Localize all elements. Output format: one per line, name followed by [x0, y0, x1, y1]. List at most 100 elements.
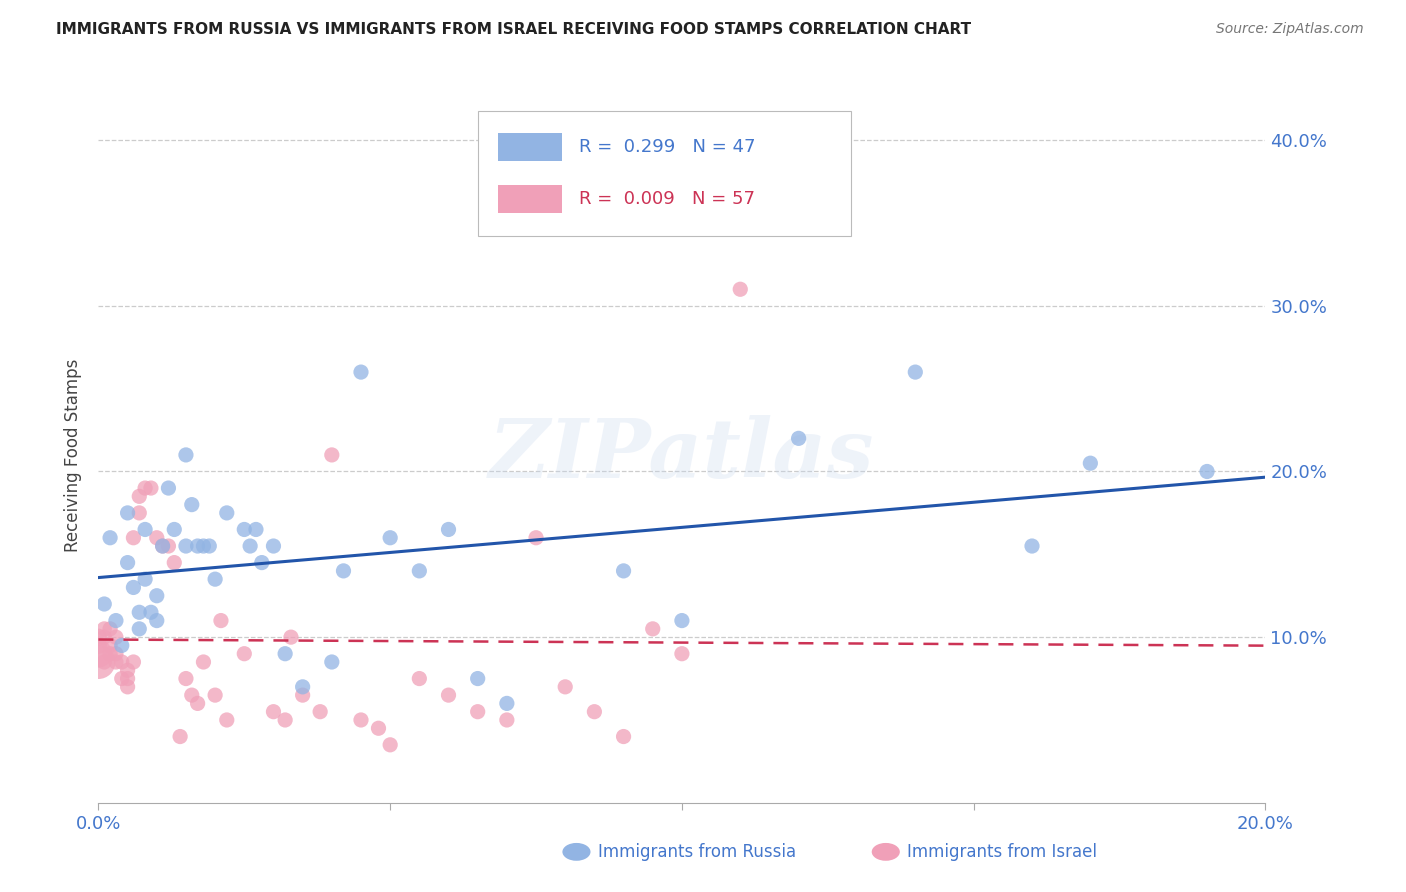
Point	[87, 630, 110, 644]
Text: Immigrants from Russia: Immigrants from Russia	[598, 843, 796, 861]
Point	[378, 531, 402, 545]
Point	[93, 622, 115, 636]
Point	[146, 589, 169, 603]
Point	[193, 655, 215, 669]
Text: Immigrants from Israel: Immigrants from Israel	[907, 843, 1097, 861]
Point	[87, 647, 110, 661]
Point	[128, 506, 150, 520]
Point	[87, 639, 110, 653]
Point	[174, 448, 197, 462]
Point	[437, 523, 460, 537]
Point	[215, 506, 238, 520]
Point	[139, 605, 162, 619]
Point	[163, 523, 186, 537]
Point	[104, 614, 127, 628]
Bar	[498, 186, 562, 213]
Point	[467, 705, 489, 719]
Point	[98, 622, 121, 636]
Point	[1195, 465, 1218, 479]
Point	[98, 647, 121, 661]
Point	[671, 614, 693, 628]
Point	[104, 630, 127, 644]
Point	[904, 365, 927, 379]
Point	[209, 614, 232, 628]
Point	[204, 688, 226, 702]
Point	[787, 431, 810, 445]
Point	[146, 531, 169, 545]
Point	[239, 539, 262, 553]
Point	[280, 630, 302, 644]
Point	[612, 730, 634, 744]
Text: R =  0.299   N = 47: R = 0.299 N = 47	[579, 138, 755, 156]
Point	[274, 647, 297, 661]
Point	[291, 680, 314, 694]
Point	[169, 730, 191, 744]
Point	[111, 639, 134, 653]
Point	[350, 365, 373, 379]
Point	[111, 655, 134, 669]
Point	[495, 697, 517, 711]
Text: IMMIGRANTS FROM RUSSIA VS IMMIGRANTS FROM ISRAEL RECEIVING FOOD STAMPS CORRELATI: IMMIGRANTS FROM RUSSIA VS IMMIGRANTS FRO…	[56, 22, 972, 37]
Point	[671, 647, 693, 661]
Point	[128, 622, 150, 636]
Point	[350, 713, 373, 727]
Point	[612, 564, 634, 578]
Point	[180, 688, 202, 702]
Point	[134, 481, 156, 495]
Point	[93, 655, 115, 669]
Point	[117, 506, 139, 520]
Point	[117, 663, 139, 677]
Point	[146, 614, 169, 628]
Point	[117, 556, 139, 570]
Text: ZIPatlas: ZIPatlas	[489, 415, 875, 495]
Text: R =  0.009   N = 57: R = 0.009 N = 57	[579, 190, 755, 208]
Point	[262, 705, 284, 719]
Point	[641, 622, 664, 636]
Point	[93, 597, 115, 611]
Point	[437, 688, 460, 702]
Point	[122, 531, 145, 545]
Point	[233, 647, 256, 661]
Point	[233, 523, 256, 537]
Point	[332, 564, 354, 578]
Point	[117, 672, 139, 686]
Point	[495, 713, 517, 727]
Point	[215, 713, 238, 727]
Bar	[498, 133, 562, 161]
Point	[187, 697, 209, 711]
Point	[1021, 539, 1043, 553]
Point	[193, 539, 215, 553]
Point	[245, 523, 267, 537]
Point	[174, 539, 197, 553]
Y-axis label: Receiving Food Stamps: Receiving Food Stamps	[65, 359, 83, 551]
Point	[104, 647, 127, 661]
Point	[152, 539, 174, 553]
Point	[408, 672, 430, 686]
Point	[198, 539, 221, 553]
Point	[274, 713, 297, 727]
Point	[187, 539, 209, 553]
Point	[163, 556, 186, 570]
Point	[134, 572, 156, 586]
FancyBboxPatch shape	[478, 111, 851, 235]
Point	[309, 705, 332, 719]
Point	[157, 539, 180, 553]
Point	[1080, 456, 1102, 470]
Point	[98, 531, 121, 545]
Point	[378, 738, 402, 752]
Point	[250, 556, 273, 570]
Point	[122, 655, 145, 669]
Point	[524, 531, 547, 545]
Point	[204, 572, 226, 586]
Point	[139, 481, 162, 495]
Point	[104, 655, 127, 669]
Text: Source: ZipAtlas.com: Source: ZipAtlas.com	[1216, 22, 1364, 37]
Point	[554, 680, 576, 694]
Point	[262, 539, 284, 553]
Point	[98, 639, 121, 653]
Point	[174, 672, 197, 686]
Point	[583, 705, 606, 719]
Point	[122, 581, 145, 595]
Point	[467, 672, 489, 686]
Point	[117, 680, 139, 694]
